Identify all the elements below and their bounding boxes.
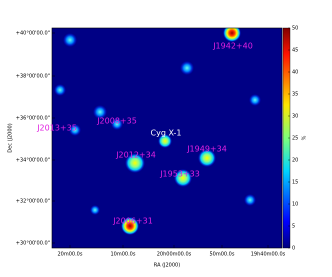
- colorbar-tick-label: 40: [292, 70, 298, 76]
- colorbar-tick-label: 50: [292, 26, 298, 32]
- source-label: J1949+34: [186, 145, 227, 154]
- colorbar-tick-label: 25: [292, 136, 298, 142]
- source-label: Cyg X-1: [151, 129, 182, 138]
- colorbar-tick-label: 0: [292, 246, 295, 252]
- y-tick-label: +40°00'00.0": [16, 31, 50, 37]
- y-tick-label: +32°00'00.0": [16, 199, 50, 205]
- x-tick-label: 50m00.0s: [210, 252, 235, 258]
- colorbar-tick-label: 5: [292, 224, 295, 230]
- colorbar-tick-label: 30: [292, 114, 298, 120]
- source-label: J2013+35: [36, 124, 77, 133]
- colorbar-label: %: [302, 135, 308, 140]
- y-axis-label: Dec (J2000): [8, 123, 14, 152]
- colorbar-tick-label: 45: [292, 48, 298, 54]
- frame: [51, 27, 283, 249]
- x-tick-label: 10m00.0s: [111, 252, 136, 258]
- x-tick-label: 20m00.0s: [58, 252, 83, 258]
- x-axis-label: RA (J2000): [154, 263, 180, 269]
- source-label: J1953+33: [159, 170, 200, 179]
- colorbar-tick-label: 10: [292, 202, 298, 208]
- x-tick-label: 19h40m00.0s: [251, 252, 286, 258]
- y-tick-label: +34°00'00.0": [16, 158, 50, 164]
- source-label: J2006+31: [112, 217, 153, 226]
- y-tick-label: +30°00'00.0": [16, 241, 50, 247]
- source-label: J2008+35: [96, 117, 137, 126]
- source-label: J1942+40: [212, 42, 253, 51]
- y-tick-label: +36°00'00.0": [16, 116, 50, 122]
- y-tick-label: +38°00'00.0": [16, 74, 50, 80]
- colorbar-tick-label: 35: [292, 92, 298, 98]
- sky-map: [52, 28, 282, 248]
- colorbar-tick-label: 15: [292, 180, 298, 186]
- x-tick-label: 20h00m00.0s: [157, 252, 192, 258]
- source-label: J2012+34: [115, 151, 156, 160]
- colorbar-tick-label: 20: [292, 158, 298, 164]
